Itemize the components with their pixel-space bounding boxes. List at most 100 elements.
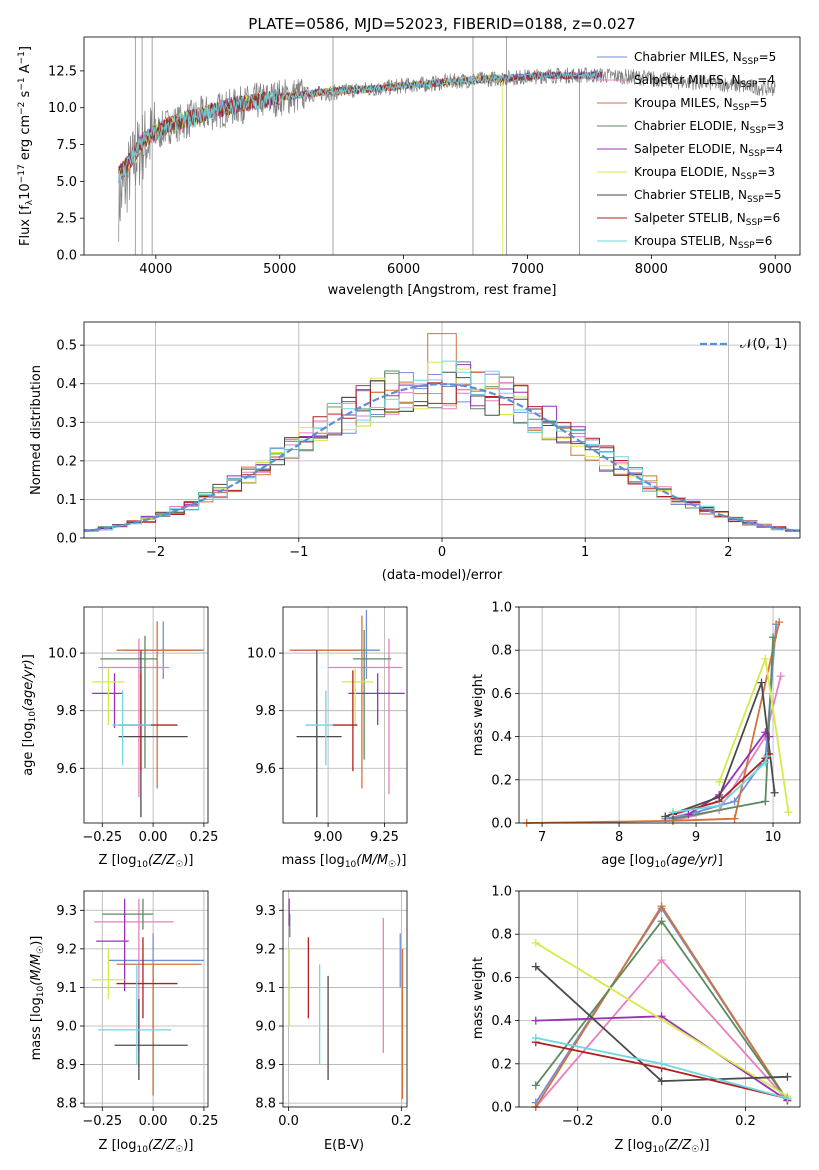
x-tick-label: 7000 xyxy=(511,262,544,277)
data-point xyxy=(102,898,154,930)
normal-reference-curve xyxy=(83,382,801,533)
y-tick-label: 0.8 xyxy=(491,928,512,943)
axes-frame xyxy=(282,890,408,1108)
data-point xyxy=(116,937,178,1019)
plot-area xyxy=(92,898,204,1096)
y-tick-label: 0.0 xyxy=(491,817,512,832)
x-tick-label: 0.2 xyxy=(735,1114,756,1129)
panel-mass-vs-EBV: 0.0 0.2 8.8 8.9 9.0 9.1 9.2 9.3 E(B-V) xyxy=(255,890,412,1153)
panel-spectrum: 4000 5000 6000 7000 8000 9000 0.0 2.5 5.0 7.5 10.0… xyxy=(17,15,801,298)
series-marker xyxy=(770,788,779,797)
x-tick-label: 0.25 xyxy=(189,1114,218,1129)
x-tick-label: 8000 xyxy=(635,262,668,277)
x-tick-label: 5000 xyxy=(263,262,296,277)
panel-massweight-vs-age: 7 8 9 10 0.0 0.2 0.4 0.6 0.8 1.0 age [log10(age/yr… xyxy=(471,601,801,870)
x-tick-label: −2 xyxy=(146,545,165,560)
y-tick-label: 9.6 xyxy=(255,762,276,777)
x-tick-label: 9.25 xyxy=(370,830,399,845)
panel-age-vs-mass: 9.00 9.25 9.6 9.8 10.0 mass [log10(M/M☉)] xyxy=(247,606,408,870)
x-tick-label: −0.2 xyxy=(562,1114,594,1129)
y-axis-label: mass weight xyxy=(471,674,486,756)
y-axis-label: mass [log10(M/M☉)] xyxy=(29,936,46,1061)
data-point xyxy=(114,999,188,1080)
y-tick-label: 8.8 xyxy=(56,1097,77,1112)
x-tick-label: 8 xyxy=(615,830,623,845)
series-line xyxy=(535,942,788,1097)
y-tick-label: 9.0 xyxy=(56,1020,77,1035)
x-tick-label: 0.00 xyxy=(139,1114,168,1129)
series-line xyxy=(665,624,777,820)
model-spectrum xyxy=(118,71,603,183)
y-tick-label: 1.0 xyxy=(491,885,512,900)
y-tick-label: 10.0 xyxy=(48,647,77,662)
y-tick-label: 0.8 xyxy=(491,644,512,659)
series-marker xyxy=(715,801,724,810)
y-tick-label: 0.5 xyxy=(56,339,77,354)
plot-area xyxy=(288,898,404,1100)
panel-mass-vs-Z: −0.25 0.00 0.25 8.8 8.9 9.0 9.1 9.2 9.3 Z [log10(… xyxy=(29,890,218,1155)
x-tick-label: −0.25 xyxy=(82,830,122,845)
series-marker xyxy=(757,678,766,687)
plot-area xyxy=(289,609,405,818)
series-marker xyxy=(783,1072,792,1081)
series-marker xyxy=(775,618,784,627)
data-point xyxy=(108,933,204,1096)
panel-residuals: −2 −1 0 1 2 0.0 0.1 0.2 0.3 0.4 0.5 𝒩(0, 1) (data-mo… xyxy=(29,321,801,583)
series-marker xyxy=(769,633,778,642)
plot-area xyxy=(118,37,776,255)
series-marker xyxy=(668,808,677,817)
x-tick-label: 0.25 xyxy=(189,830,218,845)
histogram-series xyxy=(84,333,800,531)
plot-area xyxy=(522,618,793,827)
series-line xyxy=(672,637,774,820)
y-tick-label: 9.3 xyxy=(56,904,77,919)
data-point xyxy=(289,615,363,789)
data-point xyxy=(92,948,125,999)
data-point xyxy=(118,673,178,772)
y-axis-label: age [log10(age/yr)] xyxy=(21,654,38,776)
axes-frame xyxy=(282,606,408,824)
x-tick-label: 0.0 xyxy=(651,1114,672,1129)
chart-title: PLATE=0586, MJD=52023, FIBERID=0188, z=0… xyxy=(248,15,635,33)
series-marker xyxy=(531,1033,540,1042)
y-tick-label: 8.8 xyxy=(255,1097,276,1112)
y-tick-label: 12.5 xyxy=(48,64,77,79)
model-spectrum xyxy=(118,73,504,255)
series-marker xyxy=(531,962,540,971)
data-point xyxy=(116,621,202,789)
y-tick-label: 2.5 xyxy=(56,212,77,227)
panel-age-vs-Z: −0.25 0.00 0.25 9.6 9.8 10.0 Z [log10(Z/Z☉)] ag… xyxy=(21,606,218,870)
y-tick-label: 9.3 xyxy=(255,904,276,919)
data-point xyxy=(332,670,358,772)
axes-frame xyxy=(518,890,801,1108)
data-point xyxy=(348,673,405,726)
series-marker xyxy=(761,654,770,663)
y-tick-label: 5.0 xyxy=(56,175,77,190)
data-point xyxy=(98,964,172,1065)
x-tick-label: 0 xyxy=(438,545,446,560)
x-tick-label: 9.00 xyxy=(314,830,343,845)
y-axis-label: mass weight xyxy=(471,957,486,1039)
axes-frame xyxy=(83,36,801,256)
y-tick-label: 0.2 xyxy=(56,454,77,469)
x-axis-label: E(B-V) xyxy=(324,1138,364,1153)
y-tick-label: 0.3 xyxy=(56,416,77,431)
legend-label: 𝒩(0, 1) xyxy=(740,337,787,352)
x-axis-label: wavelength [Angstrom, rest frame] xyxy=(328,283,557,298)
y-tick-label: 9.1 xyxy=(255,981,276,996)
x-axis-label: Z [log10(Z/Z☉)] xyxy=(99,1138,194,1155)
legend-label: Kroupa STELIB, NSSP=6 xyxy=(634,234,772,251)
legend-label: Salpeter ELODIE, NSSP=4 xyxy=(634,142,783,159)
data-point xyxy=(352,630,392,760)
y-tick-label: 1.0 xyxy=(491,601,512,616)
y-tick-label: 0.4 xyxy=(491,730,512,745)
plot-area xyxy=(531,902,792,1111)
x-tick-label: 1 xyxy=(581,545,589,560)
y-tick-label: 10.0 xyxy=(247,647,276,662)
axes-frame xyxy=(518,606,801,824)
series-marker xyxy=(784,808,793,817)
x-axis-label: mass [log10(M/M☉)] xyxy=(282,853,407,870)
series-marker xyxy=(730,797,739,806)
x-tick-label: 0.0 xyxy=(278,1114,299,1129)
y-tick-label: 0.2 xyxy=(491,1057,512,1072)
